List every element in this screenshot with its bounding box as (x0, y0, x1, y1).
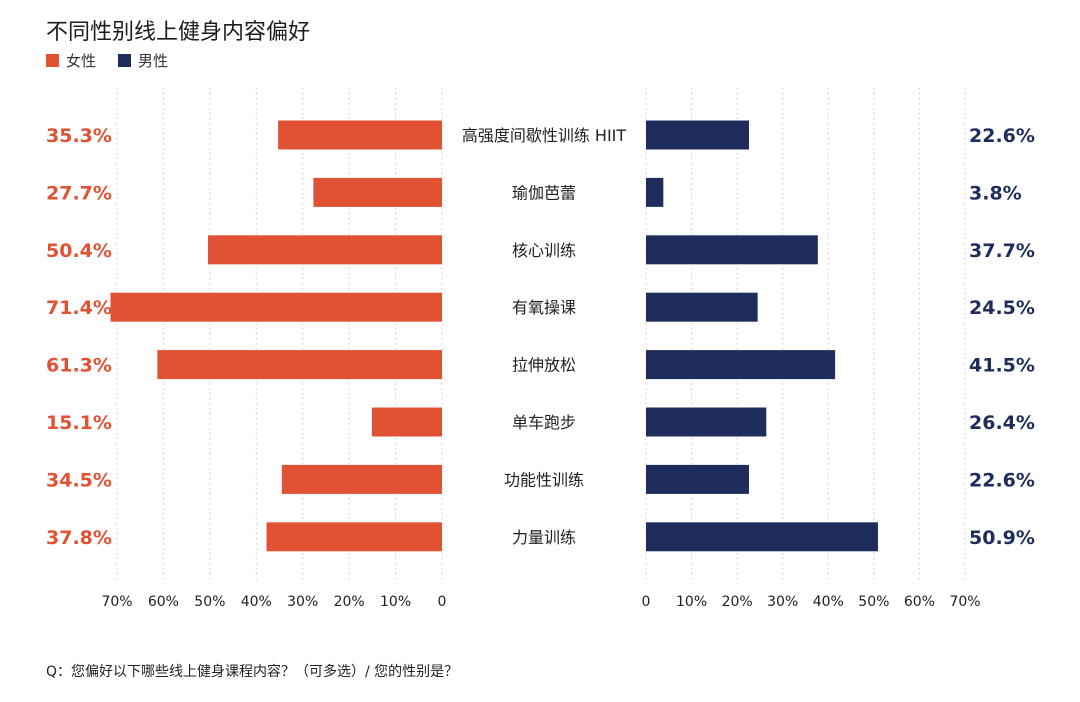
question-footnote: Q：您偏好以下哪些线上健身课程内容？（可多选）/ 您的性别是？ (46, 664, 459, 680)
right-axis-tick-label: 40% (813, 594, 844, 610)
data-label-male: 50.9% (969, 527, 1035, 549)
bar-female (278, 120, 442, 150)
left-axis-tick-label: 30% (287, 594, 318, 610)
data-label-female: 34.5% (46, 469, 112, 491)
right-axis-tick-label: 60% (904, 594, 935, 610)
category-label: 功能性训练 (504, 470, 584, 489)
data-label-female: 27.7% (46, 182, 112, 204)
data-label-female: 35.3% (46, 125, 112, 147)
data-label-male: 24.5% (969, 297, 1035, 319)
category-label: 有氧操课 (512, 298, 576, 317)
category-label: 核心训练 (512, 241, 576, 260)
right-axis-tick-label: 20% (722, 594, 753, 610)
data-label-male: 3.8% (969, 182, 1022, 204)
category-label: 力量训练 (512, 528, 576, 547)
right-axis-tick-label: 30% (767, 594, 798, 610)
left-axis-tick-label: 0 (438, 594, 447, 610)
bar-male (646, 235, 818, 265)
data-label-female: 61.3% (46, 355, 112, 377)
legend-label-male: 男性 (138, 52, 169, 70)
bar-female (110, 292, 442, 322)
left-axis-tick-label: 20% (334, 594, 365, 610)
category-label: 瑜伽芭蕾 (512, 183, 576, 202)
bar-male (646, 350, 836, 380)
left-axis-tick-label: 70% (101, 594, 132, 610)
category-label: 单车跑步 (512, 413, 576, 432)
bar-male (646, 464, 749, 494)
right-axis-tick-label: 50% (858, 594, 889, 610)
bar-male (646, 522, 878, 552)
data-label-female: 37.8% (46, 527, 112, 549)
data-label-male: 22.6% (969, 469, 1035, 491)
bar-male (646, 120, 749, 150)
data-label-female: 15.1% (46, 412, 112, 434)
left-axis-tick-label: 40% (241, 594, 272, 610)
right-axis-tick-label: 10% (676, 594, 707, 610)
bar-male (646, 177, 664, 207)
bar-female (208, 235, 442, 265)
legend-swatch-female (46, 54, 59, 67)
bar-male (646, 407, 767, 437)
legend-swatch-male (118, 54, 132, 67)
legend-item-female: 女性 (46, 50, 96, 71)
category-label: 高强度间歇性训练 HIIT (462, 126, 627, 145)
data-label-female: 71.4% (46, 297, 112, 319)
chart-title: 不同性别线上健身内容偏好 (46, 20, 311, 45)
data-label-male: 26.4% (969, 412, 1035, 434)
data-label-male: 37.7% (969, 240, 1035, 262)
bar-male (646, 292, 758, 322)
legend-label-female: 女性 (66, 52, 97, 70)
bar-female (371, 407, 442, 437)
category-label: 拉伸放松 (512, 356, 576, 375)
right-axis-tick-label: 0 (642, 594, 651, 610)
bar-female (157, 350, 442, 380)
left-axis-tick-label: 10% (380, 594, 411, 610)
data-label-female: 50.4% (46, 240, 112, 262)
left-axis-tick-label: 50% (194, 594, 225, 610)
bar-female (281, 464, 442, 494)
bar-female (266, 522, 442, 552)
left-axis-tick-label: 60% (148, 594, 179, 610)
data-label-male: 41.5% (969, 355, 1035, 377)
legend: 女性 男性 (46, 50, 190, 71)
legend-item-male: 男性 (118, 50, 168, 71)
right-axis-tick-label: 70% (949, 594, 980, 610)
data-label-male: 22.6% (969, 125, 1035, 147)
bar-female (313, 177, 442, 207)
